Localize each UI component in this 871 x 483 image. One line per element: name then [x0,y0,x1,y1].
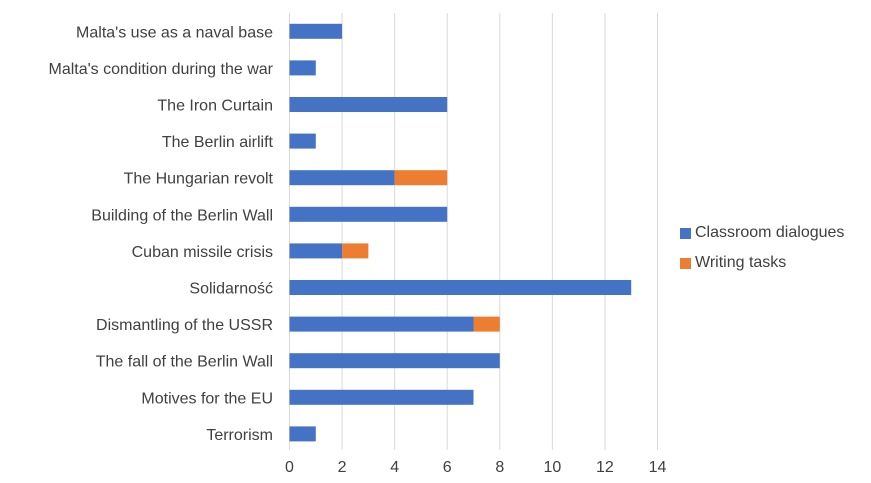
category-label-dismantling-of-the-ussr: Dismantling of the USSR [96,317,273,334]
bars [289,23,632,442]
x-tick-label-8: 8 [495,459,504,476]
legend-item-writing-tasks: Writing tasks [680,248,844,278]
legend-item-classroom-dialogues: Classroom dialogues [680,218,844,248]
x-tick-label-0: 0 [285,459,294,476]
bar-classroom-dialogues-the-iron-curtain [289,97,448,112]
category-label-motives-for-the-eu: Motives for the EU [141,390,273,407]
category-label-terrorism: Terrorism [206,427,273,444]
category-label-the-hungarian-revolt: The Hungarian revolt [124,171,274,188]
category-label-malta-s-use-as-a-naval-base: Malta's use as a naval base [76,24,273,41]
legend-swatch-classroom-dialogues [680,227,691,239]
bar-writing-tasks-dismantling-of-the-ussr [473,316,500,332]
bar-writing-tasks-cuban-missile-crisis [342,243,369,259]
x-axis-tick-labels: 0 2 4 6 8 10 12 14 [285,459,666,476]
bar-classroom-dialogues-malta-s-use-as-a-naval-base [289,23,343,39]
bar-classroom-dialogues-solidarnosc [289,280,632,295]
x-tick-label-10: 10 [543,459,561,476]
category-label-the-fall-of-the-berlin-wall: The fall of the Berlin Wall [96,354,273,371]
x-tick-label-14: 14 [649,459,667,476]
legend-swatch-writing-tasks [680,257,691,269]
bar-classroom-dialogues-the-hungarian-revolt [289,170,395,186]
bar-classroom-dialogues-motives-for-the-eu [289,389,474,405]
legend: Classroom dialogues Writing tasks [680,218,844,278]
bar-writing-tasks-the-hungarian-revolt [394,170,448,186]
bar-classroom-dialogues-building-of-the-berlin-wall [289,206,448,222]
x-tick-label-12: 12 [596,459,614,476]
bar-classroom-dialogues-the-berlin-airlift [289,133,316,149]
category-label-the-berlin-airlift: The Berlin airlift [162,134,274,151]
category-labels: Malta's use as a naval base Malta's condi… [48,24,273,444]
category-label-malta-s-condition-during-the-war: Malta's condition during the war [48,61,273,78]
bar-classroom-dialogues-cuban-missile-crisis [289,243,343,259]
gridlines [289,13,658,450]
bar-classroom-dialogues-the-fall-of-the-berlin-wall [289,353,500,369]
category-label-the-iron-curtain: The Iron Curtain [157,98,273,115]
category-label-cuban-missile-crisis: Cuban missile crisis [132,244,273,261]
x-tick-label-6: 6 [443,459,452,476]
legend-label-writing-tasks: Writing tasks [695,254,787,271]
category-label-solidarnosc: Solidarność [189,281,273,298]
legend-label-classroom-dialogues: Classroom dialogues [695,224,845,241]
x-tick-label-2: 2 [338,459,347,476]
bar-classroom-dialogues-malta-s-condition-during-the-war [289,60,316,76]
bar-classroom-dialogues-terrorism [289,426,316,442]
x-tick-label-4: 4 [390,459,399,476]
category-label-building-of-the-berlin-wall: Building of the Berlin Wall [91,207,273,224]
bar-classroom-dialogues-dismantling-of-the-ussr [289,316,474,332]
